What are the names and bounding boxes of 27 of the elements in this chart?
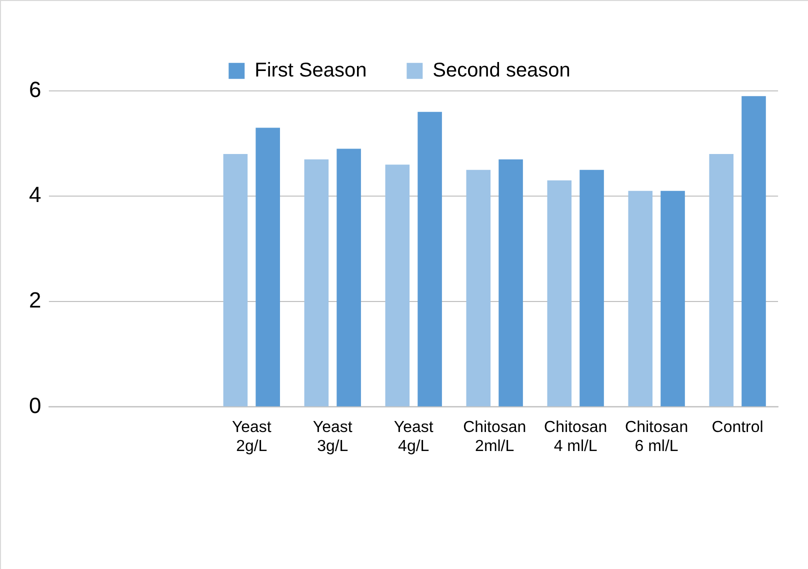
legend-label: First Season xyxy=(254,59,367,82)
x-tick-label: Chitosan 2ml/L xyxy=(463,418,526,456)
legend-label: Second season xyxy=(432,59,570,82)
x-tick-label: Chitosan 6 ml/L xyxy=(625,418,688,456)
y-tick-label: 6 xyxy=(28,76,42,102)
bar xyxy=(709,154,734,406)
bar xyxy=(580,170,604,406)
bar xyxy=(223,154,248,406)
bar xyxy=(418,112,442,406)
bar xyxy=(336,148,361,406)
x-tick-label: Yeast 4g/L xyxy=(394,418,434,456)
x-tick-label: Chitosan 4 ml/L xyxy=(544,418,608,456)
bar xyxy=(660,190,685,406)
bar xyxy=(466,170,491,406)
y-tick-label: 0 xyxy=(28,392,42,418)
bar xyxy=(742,96,766,406)
x-tick-label: Control xyxy=(712,418,764,436)
bar xyxy=(304,159,329,406)
x-tick-label: Yeast 3g/L xyxy=(312,418,353,456)
bar xyxy=(385,164,410,406)
bar xyxy=(498,159,523,406)
y-tick-label: 2 xyxy=(28,288,42,313)
bar xyxy=(547,180,572,406)
bar xyxy=(256,128,280,406)
x-tick-label: Yeast 2g/L xyxy=(232,418,272,456)
y-tick-label: 4 xyxy=(28,182,42,208)
bar xyxy=(628,190,653,406)
